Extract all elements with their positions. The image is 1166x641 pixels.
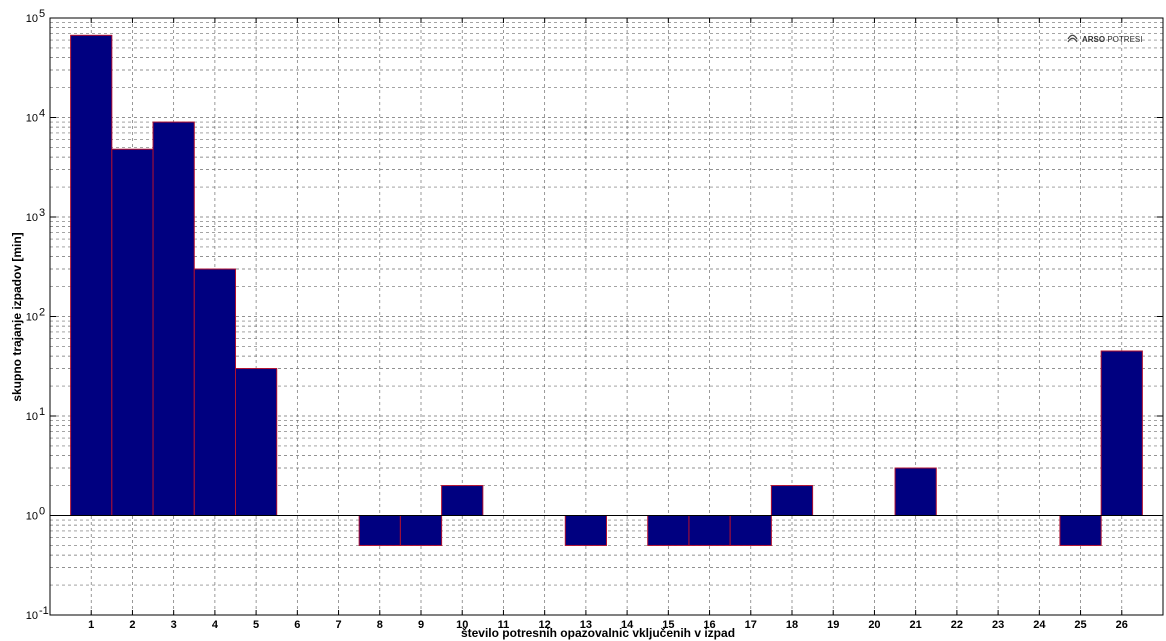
y-tick-exponent: 0 <box>39 506 45 518</box>
y-tick-label: 10 <box>26 610 38 622</box>
y-tick-label: 10 <box>26 411 38 423</box>
x-tick-label: 11 <box>498 619 510 631</box>
x-tick-label: 18 <box>786 619 798 631</box>
x-tick-label: 8 <box>377 619 383 631</box>
x-tick-label: 17 <box>745 619 757 631</box>
bar-16 <box>688 515 731 546</box>
x-tick-label: 5 <box>253 619 259 631</box>
bar-18 <box>770 485 814 516</box>
bar-13 <box>564 515 607 546</box>
logo-text-bold: ARSO <box>1082 35 1105 44</box>
bar-17 <box>729 515 772 546</box>
x-tick-label: 14 <box>621 619 634 631</box>
x-tick-label: 20 <box>868 619 880 631</box>
bar-21 <box>894 467 937 516</box>
x-tick-label: 2 <box>129 619 135 631</box>
y-axis-label: skupno trajanje izpadov [min] <box>10 232 24 401</box>
bar-4 <box>193 268 236 516</box>
x-tick-labels: 1 2 3 4 5 6 7 8 9 10 11 12 13 14 15 16 17 18 19 20 21 22 23 24 2… <box>88 619 1128 631</box>
y-tick-label: 10 <box>26 511 38 523</box>
x-tick-label: 22 <box>951 619 963 631</box>
bars <box>50 34 1163 546</box>
y-tick-exponent: -1 <box>39 605 49 617</box>
ticks <box>50 17 1163 616</box>
bar-9 <box>399 515 443 546</box>
y-tick-label: 10 <box>26 212 38 224</box>
y-tick-exponent: 5 <box>39 8 45 20</box>
x-tick-label: 24 <box>1033 619 1046 631</box>
y-tick-exponent: 3 <box>39 207 45 219</box>
x-tick-label: 16 <box>703 619 715 631</box>
y-tick-label: 10 <box>26 113 38 125</box>
x-tick-label: 25 <box>1074 619 1086 631</box>
bar-26 <box>1100 350 1143 516</box>
arso-logo: ARSO POTRESI <box>1067 34 1142 44</box>
x-tick-label: 23 <box>992 619 1004 631</box>
seismograph-icon <box>1067 34 1078 43</box>
x-tick-label: 6 <box>294 619 300 631</box>
x-tick-label: 26 <box>1116 619 1128 631</box>
bar-3 <box>152 121 195 517</box>
x-tick-label: 13 <box>580 619 592 631</box>
bar-1 <box>70 34 113 517</box>
x-tick-label: 3 <box>171 619 177 631</box>
bar-2 <box>111 148 154 516</box>
bar-25 <box>1059 515 1102 546</box>
x-tick-label: 15 <box>662 619 674 631</box>
x-tick-label: 19 <box>827 619 839 631</box>
bar-10 <box>441 485 484 516</box>
x-tick-label: 21 <box>910 619 922 631</box>
x-tick-label: 9 <box>418 619 424 631</box>
y-tick-label: 10 <box>26 312 38 324</box>
y-tick-exponent: 2 <box>39 307 45 319</box>
y-tick-label: 10 <box>26 13 38 25</box>
x-tick-label: 1 <box>88 619 94 631</box>
bar-5 <box>235 368 278 516</box>
x-axis-label: število potresnih opazovalnic vključenih… <box>461 626 735 640</box>
y-tick-exponent: 4 <box>39 108 45 120</box>
bar-15 <box>647 515 690 546</box>
y-tick-exponent: 1 <box>39 406 45 418</box>
bar-8 <box>358 515 401 546</box>
logo-text-regular: POTRESI <box>1105 35 1142 44</box>
x-tick-label: 10 <box>456 619 468 631</box>
x-tick-label: 7 <box>335 619 341 631</box>
x-tick-label: 4 <box>212 619 219 631</box>
svg-text:ARSO POTRESI: ARSO POTRESI <box>1082 35 1142 44</box>
x-tick-label: 12 <box>539 619 551 631</box>
